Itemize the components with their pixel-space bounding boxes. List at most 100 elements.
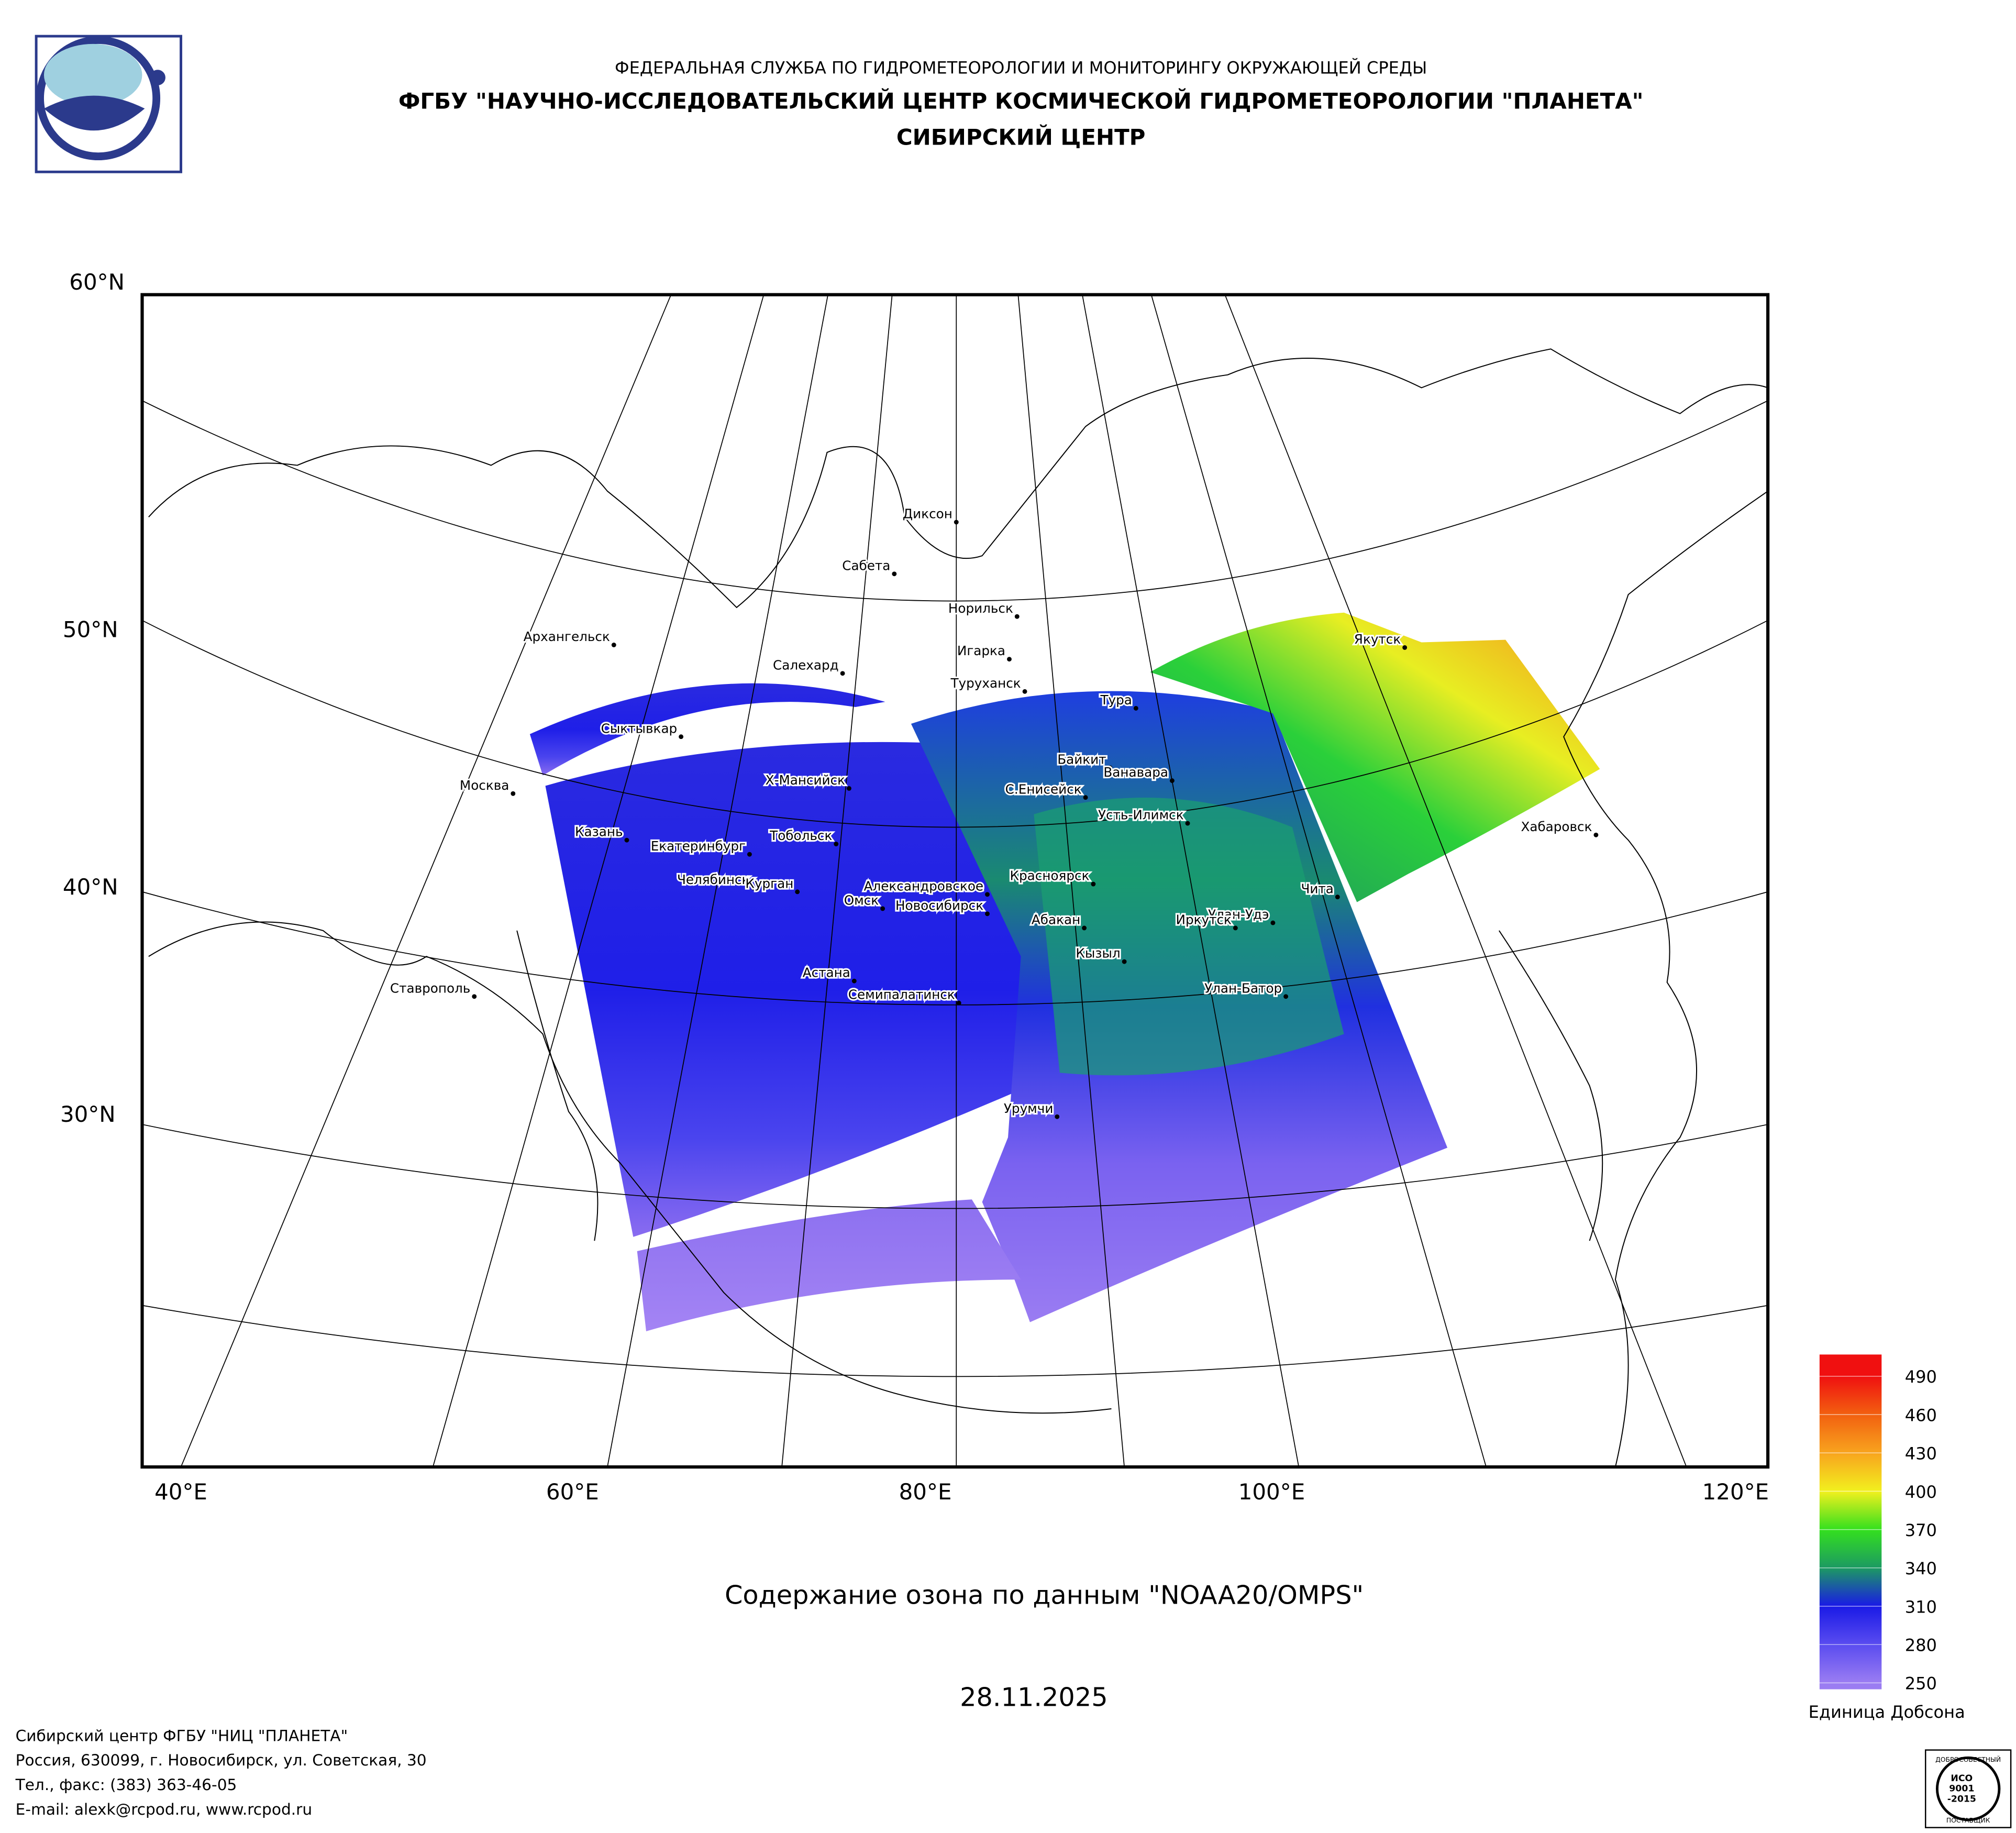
city-dot [1593,832,1599,837]
city-label: С.Енисейск [1005,781,1082,797]
colorbar-tick-label: 400 [1905,1482,1937,1502]
city-dot [747,852,752,857]
colorbar-tick-label: 280 [1905,1636,1937,1655]
colorbar-ticks: 250 280 310 340 370 400 430 460 490 [1819,1367,1937,1694]
city-dot [1283,994,1289,999]
lat-label: 40°N [63,874,118,900]
lon-label: 40°E [154,1479,207,1505]
city-dot [1169,778,1175,783]
colorbar-tick-label: 250 [1905,1674,1937,1694]
city-label: Тура [1100,692,1132,708]
city-label: Курган [745,876,793,891]
colorbar-tick-label: 460 [1905,1405,1937,1425]
city-dot [751,886,756,890]
badge-text: ПОСТАВЩИК [1946,1817,1990,1824]
city-dot [1082,925,1087,931]
quality-badge: ДОБРОСОВЕСТНЫЙ ИСО 9001 -2015 ПОСТАВЩИК [1924,1749,2012,1828]
ozone-swath [529,683,885,776]
colorbar-tick-label: 430 [1905,1444,1937,1464]
footer-line: E-mail: alexk@rcpod.ru, www.rcpod.ru [16,1801,312,1818]
lon-label: 60°E [546,1479,599,1505]
colorbar-tick-label: 340 [1905,1559,1937,1578]
date: 28.11.2025 [960,1682,1108,1713]
city-dot [1185,821,1190,826]
city-dot [1122,959,1127,964]
city-dot [1335,895,1340,900]
ozone-swath [637,1199,1021,1331]
footer-line: Сибирский центр ФГБУ "НИЦ "ПЛАНЕТА" [16,1727,348,1744]
city-label: Улан-Батор [1204,980,1282,996]
city-label: Екатеринбург [651,838,746,854]
city-dot [1107,765,1113,770]
logo [35,35,183,173]
city-dot [1233,925,1238,931]
city-label: Хабаровск [1521,819,1592,834]
city-dot [1133,705,1138,711]
city-label: Красноярск [1010,868,1090,884]
map-frame [140,293,1770,1469]
city-label: Игарка [957,643,1005,658]
graticule-labels: 60°N 50°N 40°N 30°N 40°E 60°E 80°E 100°E 120°E [60,269,1769,1505]
lat-label: 60°N [69,269,125,295]
badge-text: ИСО [1951,1773,1973,1784]
city-dot [1014,614,1020,619]
city-label: Тобольск [769,828,832,843]
city-label: Якутск [1354,632,1401,647]
city-dot [624,837,629,843]
city-dot [1270,920,1276,925]
city-dot [1083,795,1088,800]
city-dot [1091,881,1096,887]
chart-title: Содержание озона по данным "NOAA20/OMPS" [725,1580,1364,1610]
city-label: Ставрополь [390,980,470,996]
city-dot [1022,689,1027,694]
colorbar [1819,1354,1882,1690]
city-label: Байкит [1057,752,1106,767]
badge-text: -2015 [1947,1794,1976,1804]
map-body [142,294,1768,1467]
city-dot [880,906,885,911]
lon-label: 120°E [1702,1479,1769,1505]
badge-text: ДОБРОСОВЕСТНЫЙ [1935,1755,2001,1763]
colorbar-tick-label: 370 [1905,1520,1937,1540]
city-dot [834,842,839,846]
ozone-swath [1034,798,1344,1076]
lon-label: 80°E [899,1479,952,1505]
city-label: Туруханск [950,676,1021,691]
city-dot [795,889,800,895]
badge-text: 9001 [1949,1784,1974,1794]
city-label: Архангельск [524,629,610,644]
city-label: Омск [844,893,879,908]
colorbar-tick-label: 310 [1905,1597,1937,1617]
city-label: Чита [1301,881,1334,896]
city-label: Ванавара [1103,765,1168,780]
city-label: Абакан [1032,912,1080,927]
city-label: Семипалатинск [848,987,955,1002]
city-label: Астана [803,965,850,980]
city-dot [840,671,845,676]
lat-label: 50°N [63,617,118,643]
city-label: Урумчи [1004,1101,1053,1116]
colorbar-tick-label: 490 [1905,1367,1937,1387]
city-label: Норильск [948,601,1013,616]
city-label: Москва [460,778,509,793]
city-dot [954,520,959,525]
city-dot [892,571,897,577]
city-dot [847,786,851,791]
city-label: Александровское [864,878,984,893]
city-label: Иркутск [1176,912,1232,927]
header-center: ФГБУ "НАУЧНО-ИССЛЕДОВАТЕЛЬСКИЙ ЦЕНТР КОС… [398,87,1644,114]
city-label: Диксон [903,506,952,522]
footer-line: Россия, 630099, г. Новосибирск, ул. Сове… [16,1751,427,1769]
city-dot [1055,1114,1060,1119]
city-dot [472,994,477,999]
city-layer: Диксон Сабета Норильск Игарка Туруханск Салех… [389,505,1599,1119]
city-label: Казань [575,824,623,840]
footer: Сибирский центр ФГБУ "НИЦ "ПЛАНЕТА" Росс… [15,1727,427,1818]
city-label: Усть-Илимск [1098,808,1184,823]
colorbar-unit: Единица Добсона [1809,1702,1965,1722]
city-dot [1007,657,1012,662]
city-label: Челябинск [677,872,750,887]
city-dot [851,978,857,984]
lon-label: 100°E [1238,1479,1305,1505]
city-label: Сыктывкар [601,721,678,736]
